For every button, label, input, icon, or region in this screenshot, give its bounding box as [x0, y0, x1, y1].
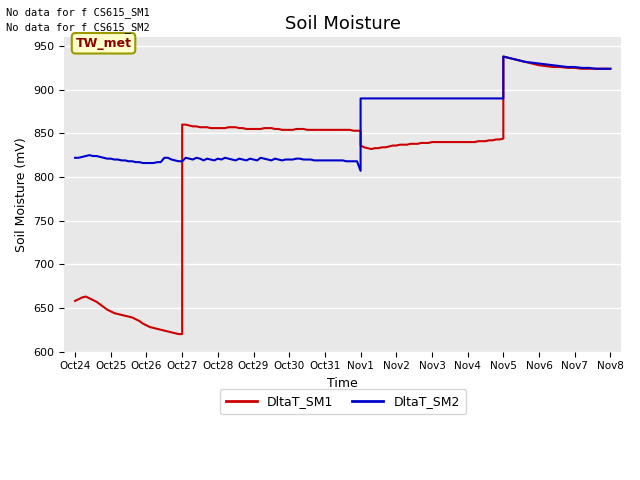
DltaT_SM1 [71, 298, 79, 304]
DltaT_SM1 [478, 138, 486, 144]
Title: Soil Moisture: Soil Moisture [285, 15, 401, 33]
DltaT_SM1 [146, 324, 154, 330]
DltaT_SM1 [175, 331, 182, 337]
Line: DltaT_SM2: DltaT_SM2 [75, 57, 611, 171]
Text: No data for f CS615_SM2: No data for f CS615_SM2 [6, 22, 150, 33]
DltaT_SM2 [260, 156, 268, 162]
DltaT_SM2 [499, 54, 507, 60]
Y-axis label: Soil Moisture (mV): Soil Moisture (mV) [15, 137, 28, 252]
DltaT_SM2 [356, 168, 364, 174]
DltaT_SM2 [121, 157, 129, 163]
X-axis label: Time: Time [328, 377, 358, 390]
DltaT_SM2 [196, 156, 204, 162]
Text: No data for f CS615_SM1: No data for f CS615_SM1 [6, 7, 150, 18]
DltaT_SM1 [107, 309, 115, 314]
DltaT_SM1 [607, 66, 614, 72]
DltaT_SM2 [96, 154, 104, 160]
DltaT_SM2 [607, 66, 614, 72]
DltaT_SM2 [114, 156, 122, 162]
DltaT_SM2 [457, 96, 465, 101]
Legend: DltaT_SM1, DltaT_SM2: DltaT_SM1, DltaT_SM2 [220, 389, 466, 414]
Text: TW_met: TW_met [76, 37, 132, 50]
Line: DltaT_SM1: DltaT_SM1 [75, 57, 611, 334]
DltaT_SM1 [485, 137, 493, 143]
DltaT_SM1 [499, 54, 507, 60]
DltaT_SM1 [228, 124, 236, 130]
DltaT_SM1 [432, 139, 440, 145]
DltaT_SM2 [71, 155, 79, 161]
